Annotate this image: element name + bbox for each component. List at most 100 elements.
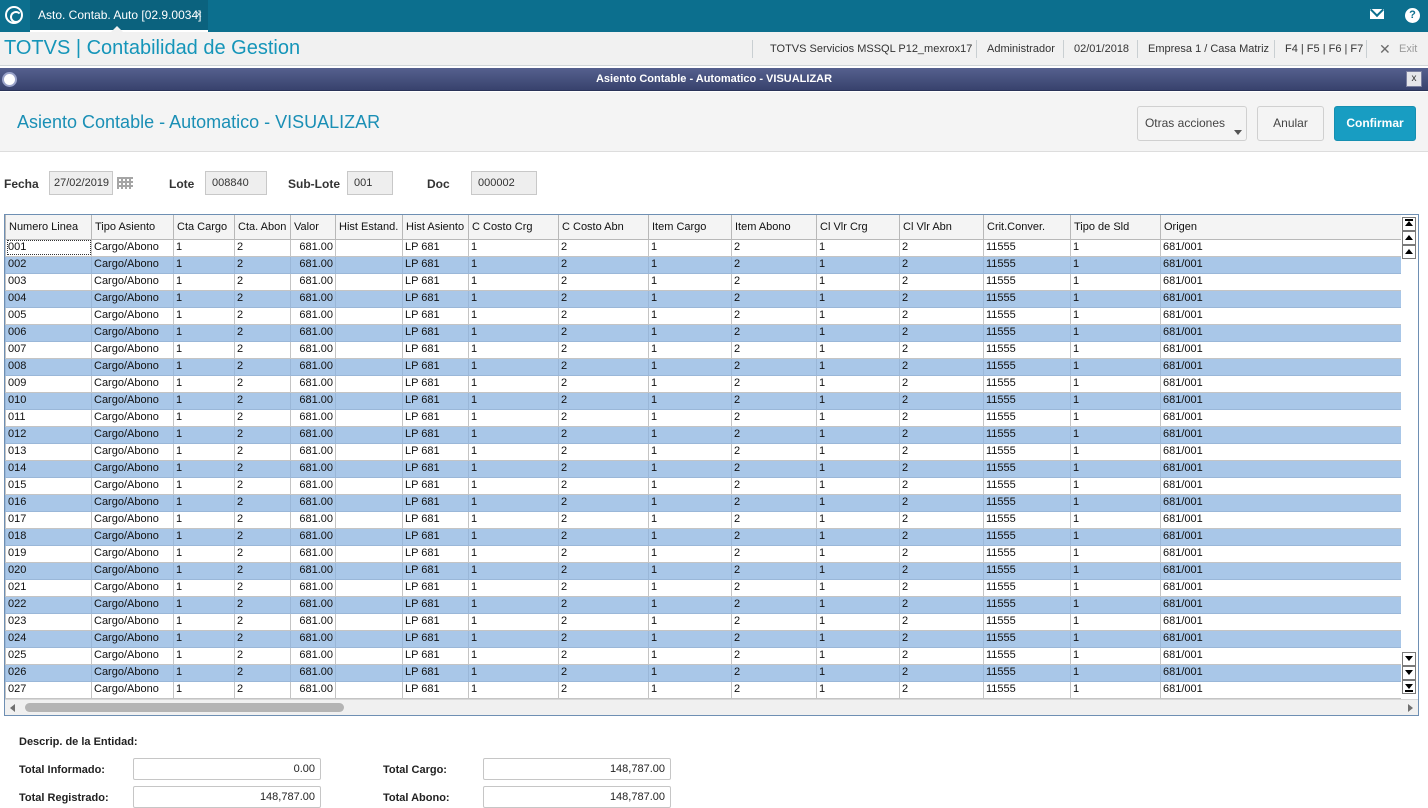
table-cell[interactable]: 1 bbox=[816, 289, 900, 308]
table-cell[interactable]: 003 bbox=[5, 272, 92, 291]
table-cell[interactable]: 681/001 bbox=[1160, 629, 1402, 648]
table-cell[interactable]: 1 bbox=[816, 646, 900, 665]
table-cell[interactable]: 1 bbox=[1070, 442, 1161, 461]
table-cell[interactable]: 681/001 bbox=[1160, 425, 1402, 444]
table-cell[interactable]: 681.00 bbox=[290, 544, 336, 563]
table-cell[interactable]: LP 681 bbox=[402, 255, 469, 274]
table-cell[interactable]: 1 bbox=[648, 425, 732, 444]
table-cell[interactable]: 2 bbox=[558, 272, 649, 291]
table-cell[interactable]: 681.00 bbox=[290, 578, 336, 597]
table-cell[interactable]: 1 bbox=[1070, 510, 1161, 529]
table-row[interactable]: 010 Cargo/Abono 1 2 681.00 LP 681 1 2 1 2 1 2 11555 1… bbox=[5, 391, 1402, 410]
table-cell[interactable]: 1 bbox=[1070, 595, 1161, 614]
table-cell[interactable]: 1 bbox=[173, 408, 235, 427]
table-cell[interactable]: 1 bbox=[816, 391, 900, 410]
table-cell[interactable]: 2 bbox=[899, 595, 984, 614]
table-cell[interactable]: 2 bbox=[558, 510, 649, 529]
table-cell[interactable]: Cargo/Abono bbox=[91, 459, 174, 478]
table-cell[interactable]: 681/001 bbox=[1160, 561, 1402, 580]
table-cell[interactable]: 1 bbox=[468, 646, 559, 665]
table-cell[interactable]: 2 bbox=[731, 442, 817, 461]
table-cell[interactable]: 1 bbox=[648, 544, 732, 563]
table-cell[interactable]: 2 bbox=[558, 459, 649, 478]
total-registrado-field[interactable]: 148,787.00 bbox=[133, 786, 321, 808]
table-cell[interactable]: 1 bbox=[1070, 663, 1161, 682]
table-cell[interactable]: 11555 bbox=[983, 510, 1071, 529]
table-cell[interactable]: LP 681 bbox=[402, 476, 469, 495]
table-cell[interactable] bbox=[335, 306, 403, 325]
scroll-top-icon[interactable] bbox=[1402, 217, 1416, 231]
table-cell[interactable]: 1 bbox=[1070, 629, 1161, 648]
table-cell[interactable]: 1 bbox=[816, 340, 900, 359]
table-row[interactable]: 020 Cargo/Abono 1 2 681.00 LP 681 1 2 1 2 1 2 11555 1… bbox=[5, 561, 1402, 580]
table-row[interactable]: 025 Cargo/Abono 1 2 681.00 LP 681 1 2 1 2 1 2 11555 1… bbox=[5, 646, 1402, 665]
table-row[interactable]: 007 Cargo/Abono 1 2 681.00 LP 681 1 2 1 2 1 2 11555 1… bbox=[5, 340, 1402, 359]
table-cell[interactable]: 681.00 bbox=[290, 680, 336, 699]
table-row[interactable]: 006 Cargo/Abono 1 2 681.00 LP 681 1 2 1 2 1 2 11555 1… bbox=[5, 323, 1402, 342]
column-header[interactable]: Item Cargo bbox=[648, 215, 732, 240]
table-cell[interactable]: 11555 bbox=[983, 255, 1071, 274]
table-cell[interactable]: 2 bbox=[558, 408, 649, 427]
table-cell[interactable]: 681.00 bbox=[290, 391, 336, 410]
total-cargo-field[interactable]: 148,787.00 bbox=[483, 758, 671, 780]
table-cell[interactable]: 1 bbox=[816, 272, 900, 291]
table-cell[interactable]: 1 bbox=[816, 612, 900, 631]
table-cell[interactable]: LP 681 bbox=[402, 493, 469, 512]
table-cell[interactable]: 2 bbox=[558, 527, 649, 546]
table-cell[interactable]: 2 bbox=[731, 476, 817, 495]
table-cell[interactable]: 681/001 bbox=[1160, 289, 1402, 308]
table-cell[interactable]: 2 bbox=[731, 561, 817, 580]
table-cell[interactable]: 1 bbox=[648, 561, 732, 580]
table-cell[interactable] bbox=[335, 493, 403, 512]
table-cell[interactable]: 2 bbox=[731, 306, 817, 325]
table-cell[interactable]: Cargo/Abono bbox=[91, 408, 174, 427]
table-cell[interactable]: 681/001 bbox=[1160, 340, 1402, 359]
table-cell[interactable] bbox=[335, 561, 403, 580]
table-cell[interactable]: 2 bbox=[899, 442, 984, 461]
table-cell[interactable]: 681.00 bbox=[290, 289, 336, 308]
table-cell[interactable]: Cargo/Abono bbox=[91, 238, 174, 257]
table-cell[interactable]: 1 bbox=[468, 629, 559, 648]
table-cell[interactable]: 681/001 bbox=[1160, 646, 1402, 665]
table-cell[interactable]: 1 bbox=[468, 595, 559, 614]
table-cell[interactable]: 1 bbox=[173, 595, 235, 614]
other-actions-button[interactable]: Otras acciones bbox=[1137, 106, 1247, 141]
table-cell[interactable]: 2 bbox=[234, 357, 291, 376]
table-cell[interactable]: Cargo/Abono bbox=[91, 493, 174, 512]
totvs-logo-icon[interactable] bbox=[5, 6, 23, 24]
table-cell[interactable]: 2 bbox=[558, 544, 649, 563]
table-cell[interactable]: 2 bbox=[234, 561, 291, 580]
table-cell[interactable]: 001 bbox=[5, 238, 92, 257]
table-cell[interactable]: 013 bbox=[5, 442, 92, 461]
table-cell[interactable]: 2 bbox=[731, 646, 817, 665]
table-cell[interactable]: 1 bbox=[1070, 612, 1161, 631]
table-cell[interactable]: 1 bbox=[816, 544, 900, 563]
table-cell[interactable]: 681/001 bbox=[1160, 544, 1402, 563]
column-header[interactable]: Numero Linea bbox=[5, 215, 92, 240]
table-row[interactable]: 002 Cargo/Abono 1 2 681.00 LP 681 1 2 1 2 1 2 11555 1… bbox=[5, 255, 1402, 274]
scroll-right-icon[interactable] bbox=[1408, 704, 1413, 712]
table-cell[interactable]: 1 bbox=[1070, 476, 1161, 495]
table-cell[interactable]: 11555 bbox=[983, 629, 1071, 648]
table-cell[interactable]: 1 bbox=[173, 527, 235, 546]
table-cell[interactable]: 681.00 bbox=[290, 323, 336, 342]
table-cell[interactable]: 2 bbox=[899, 238, 984, 257]
column-header[interactable]: Tipo Asiento bbox=[91, 215, 174, 240]
table-cell[interactable]: 2 bbox=[899, 306, 984, 325]
table-cell[interactable]: 2 bbox=[558, 425, 649, 444]
table-cell[interactable]: Cargo/Abono bbox=[91, 510, 174, 529]
table-cell[interactable]: LP 681 bbox=[402, 510, 469, 529]
table-cell[interactable]: 2 bbox=[731, 459, 817, 478]
table-cell[interactable]: 2 bbox=[899, 646, 984, 665]
table-row[interactable]: 024 Cargo/Abono 1 2 681.00 LP 681 1 2 1 2 1 2 11555 1… bbox=[5, 629, 1402, 648]
table-cell[interactable]: 1 bbox=[648, 391, 732, 410]
table-cell[interactable]: 1 bbox=[648, 578, 732, 597]
table-cell[interactable]: 026 bbox=[5, 663, 92, 682]
table-cell[interactable]: Cargo/Abono bbox=[91, 425, 174, 444]
table-cell[interactable]: 2 bbox=[234, 646, 291, 665]
table-cell[interactable]: 1 bbox=[173, 646, 235, 665]
table-cell[interactable]: 1 bbox=[468, 272, 559, 291]
table-cell[interactable] bbox=[335, 629, 403, 648]
table-cell[interactable]: 1 bbox=[1070, 306, 1161, 325]
table-cell[interactable]: LP 681 bbox=[402, 289, 469, 308]
